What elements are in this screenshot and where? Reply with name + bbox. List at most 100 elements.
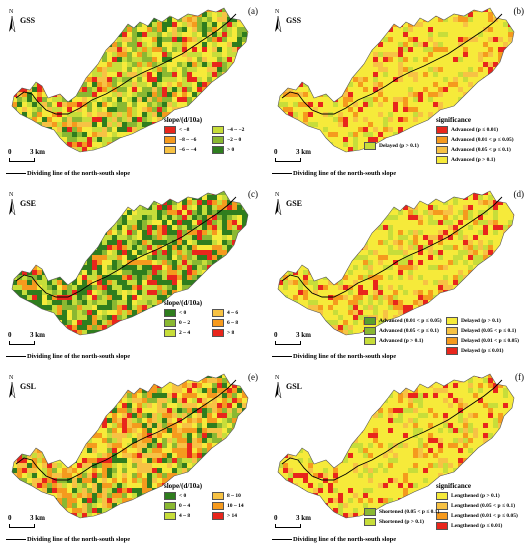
- legend-item: < 0: [164, 309, 208, 317]
- north-south-dividing-line: [15, 196, 237, 298]
- legend-swatch: [164, 319, 176, 327]
- north-south-dividing-line: [15, 379, 237, 481]
- legend-item: 2 ~ 4: [164, 329, 208, 337]
- study-area-outline: [277, 7, 515, 153]
- legend-label: Advanced (0.05 < p ≤ 0.1): [451, 147, 511, 153]
- panel-letter: (c): [248, 189, 258, 199]
- legend-label: 0 ~ 4: [179, 503, 191, 509]
- map-panel-b: N GSS (b) 0 3 km Dividing line of the north-s…: [268, 2, 530, 184]
- legend-label: Advanced (p > 0.1): [451, 157, 496, 163]
- divider-legend-label: Dividing line of the north-south slope: [293, 536, 397, 543]
- legend-label: 4 ~ 8: [179, 513, 191, 519]
- map-raster-f: [277, 373, 515, 519]
- legend: slope/(d/10a) < 0 4 ~ 6 0 ~ 2 6 ~ 8 2 ~ 4 > 8: [164, 299, 256, 337]
- legend-swatch: [436, 522, 448, 530]
- legend-label: > 8: [227, 330, 235, 336]
- legend-swatch: [164, 136, 176, 144]
- legend-label: −2 ~ 0: [227, 137, 242, 143]
- legend: slope/(d/10a) < 0 8 ~ 10 0 ~ 4 10 ~ 14 4 ~ 8 >…: [164, 482, 256, 520]
- legend-swatch: [212, 502, 224, 510]
- legend-item: Delayed (0.01 < p ≤ 0.05): [446, 337, 524, 345]
- legend-label: Delayed (p > 0.1): [461, 318, 501, 324]
- legend-item: > 14: [212, 512, 256, 520]
- legend-item: 10 ~ 14: [212, 502, 256, 510]
- legend-item: Advanced (0.01 < p ≤ 0.05): [436, 136, 514, 144]
- legend-label: Shortened (p > 0.1): [379, 519, 424, 525]
- legend-swatch: [364, 142, 376, 150]
- map-panel-c: N GSE (c) 0 3 km Dividing line of the north-s…: [2, 185, 264, 367]
- study-area-outline: [11, 7, 249, 153]
- legend: Advanced (0.01 < p ≤ 0.05) Delayed (p > 0…: [364, 317, 524, 355]
- legend-label: −6 ~ −4: [179, 147, 197, 153]
- legend-title: significance: [436, 116, 471, 124]
- legend-item: [364, 347, 442, 355]
- north-south-dividing-line: [281, 13, 503, 115]
- legend-item: −2 ~ 0: [212, 136, 256, 144]
- legend-title: significance: [436, 482, 471, 490]
- legend-item: Lengthened (p > 0.1): [436, 492, 518, 500]
- panel-letter: (e): [248, 372, 258, 382]
- divider-legend-line: [6, 173, 26, 174]
- legend-label: < 0: [179, 493, 187, 499]
- scale-bar: 0 3 km: [274, 514, 334, 534]
- legend-item: Advanced (0.01 < p ≤ 0.05): [364, 317, 442, 325]
- divider-legend-label: Dividing line of the north-south slope: [27, 170, 131, 177]
- legend-swatch: [364, 327, 376, 335]
- legend-item: Advanced (p > 0.1): [436, 156, 514, 164]
- legend-swatch: [364, 508, 376, 516]
- legend-item: < −8: [164, 126, 208, 134]
- legend-swatch: [212, 146, 224, 154]
- scale-bar-line: [275, 341, 301, 345]
- panel-letter: (f): [515, 372, 524, 382]
- scale-distance: 3 km: [30, 331, 45, 339]
- legend-label: 8 ~ 10: [227, 493, 241, 499]
- legend-label: Lengthened (0.05 < p ≤ 0.1): [451, 503, 516, 509]
- panel-letter: (a): [248, 6, 258, 16]
- legend-swatch: [164, 329, 176, 337]
- legend-label: Shortened (0.05 < p ≤ 0.1): [379, 509, 440, 515]
- legend-label: Advanced (0.01 < p ≤ 0.05): [451, 137, 514, 143]
- legend-label: > 0: [227, 147, 235, 153]
- legend-title: slope/(d/10a): [164, 299, 203, 307]
- legend-swatch: [164, 512, 176, 520]
- legend-swatch: [436, 492, 448, 500]
- scale-distance: 3 km: [30, 514, 45, 522]
- legend-swatch: [212, 126, 224, 134]
- divider-legend-line: [6, 356, 26, 357]
- legend-swatch: [446, 317, 458, 325]
- scale-distance: 3 km: [296, 514, 311, 522]
- scale-zero: 0: [274, 148, 278, 156]
- scale-bar-line: [9, 524, 35, 528]
- variable-label: GSS: [286, 16, 302, 25]
- legend-swatch: [446, 347, 458, 355]
- legend-secondary: Delayed (p > 0.1): [364, 142, 419, 150]
- scale-bar: 0 3 km: [8, 514, 68, 534]
- variable-label: GSS: [20, 16, 36, 25]
- legend-label: −4 ~ −2: [227, 127, 245, 133]
- variable-label: GSL: [286, 382, 303, 391]
- legend-label: < 0: [179, 310, 187, 316]
- study-area-outline: [277, 190, 515, 336]
- divider-legend: Dividing line of the north-south slope: [272, 170, 396, 177]
- legend-label: 6 ~ 8: [227, 320, 239, 326]
- divider-legend-label: Dividing line of the north-south slope: [27, 353, 131, 360]
- legend-item: Shortened (0.05 < p ≤ 0.1): [364, 508, 439, 516]
- variable-label: GSE: [286, 199, 303, 208]
- legend-label: Delayed (0.05 < p ≤ 0.1): [461, 328, 517, 334]
- legend-label: Delayed (p > 0.1): [379, 143, 419, 149]
- variable-label: GSL: [20, 382, 37, 391]
- scale-bar-line: [9, 341, 35, 345]
- legend-item: 0 ~ 2: [164, 319, 208, 327]
- north-arrow-icon: N: [6, 372, 22, 402]
- legend-label: Advanced (p ≤ 0.01): [451, 127, 499, 133]
- legend-item: 4 ~ 6: [212, 309, 256, 317]
- legend-item: Delayed (p ≤ 0.01): [446, 347, 524, 355]
- divider-legend-label: Dividing line of the north-south slope: [27, 536, 131, 543]
- legend-swatch: [436, 502, 448, 510]
- legend-item: > 0: [212, 146, 256, 154]
- divider-legend: Dividing line of the north-south slope: [6, 170, 130, 177]
- legend-item: 0 ~ 4: [164, 502, 208, 510]
- legend-item: Lengthened (0.05 < p ≤ 0.1): [436, 502, 518, 510]
- legend-swatch: [436, 156, 448, 164]
- scale-distance: 3 km: [30, 148, 45, 156]
